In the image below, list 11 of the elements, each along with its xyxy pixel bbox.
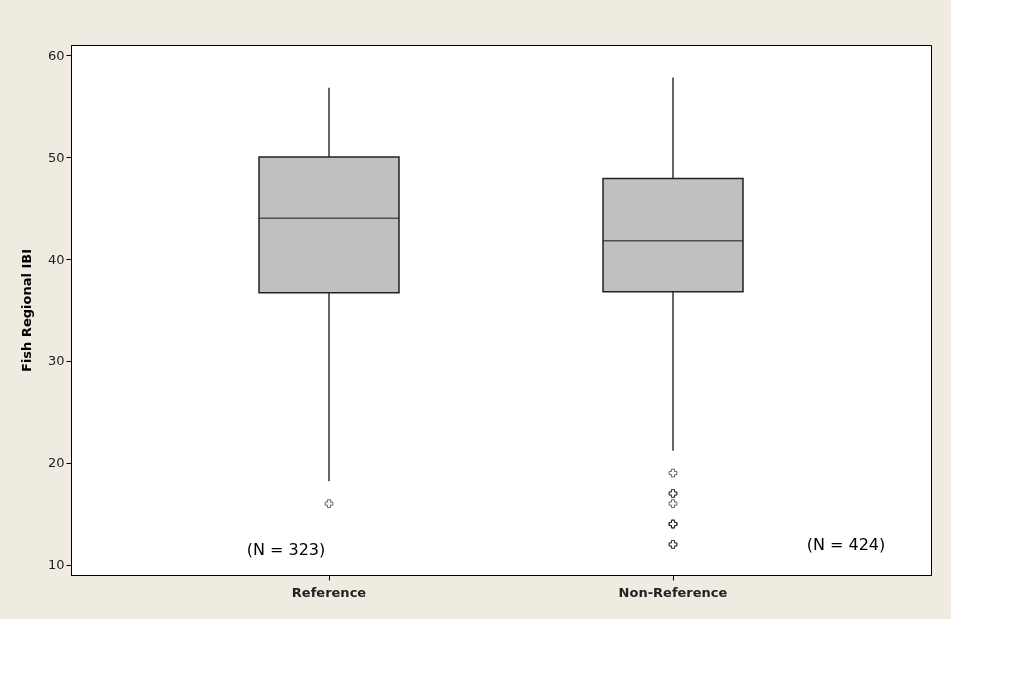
y-tick-label: 30	[47, 353, 65, 369]
y-tick-label: 40	[47, 251, 65, 267]
y-tick-label: 50	[47, 149, 65, 165]
y-axis-title: Fish Regional IBI	[18, 249, 34, 372]
x-tick-label: Reference	[291, 584, 367, 600]
annotation: (N = 424)	[806, 535, 886, 554]
annotation: (N = 323)	[246, 540, 326, 559]
y-tick-label: 20	[47, 455, 65, 471]
y-tick-label: 60	[47, 47, 65, 63]
x-tick-label: Non-Reference	[618, 584, 728, 600]
y-tick-label: 10	[47, 557, 65, 573]
